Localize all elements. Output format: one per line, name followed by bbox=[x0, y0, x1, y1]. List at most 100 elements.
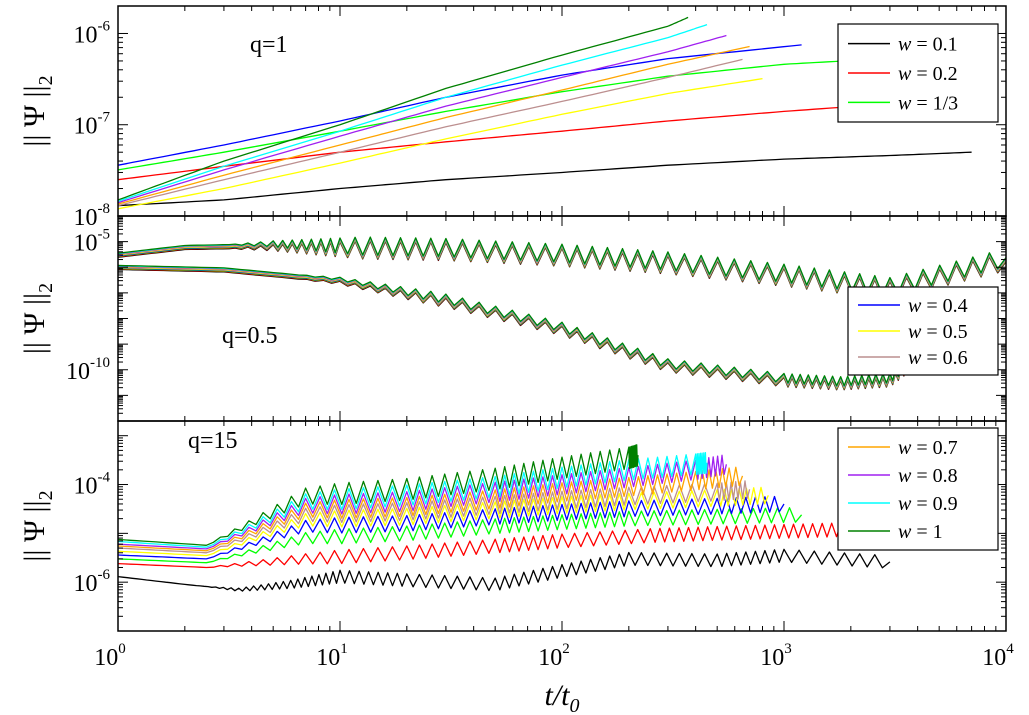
legend-val: = 0.5 bbox=[921, 321, 967, 343]
legend-label: w = 0.1 bbox=[898, 34, 958, 56]
legend-label: w = 0.2 bbox=[898, 63, 958, 85]
y-tick-exponent: -8 bbox=[98, 201, 111, 217]
y-axis-label-subscript: 2 bbox=[35, 75, 57, 85]
x-axis-label: t/t0 bbox=[544, 679, 579, 715]
panel-annotation: q=0.5 bbox=[222, 323, 278, 349]
y-tick-label: 10-6 bbox=[74, 567, 111, 597]
x-tick-label: 103 bbox=[760, 641, 792, 671]
x-tick-exponent: 3 bbox=[784, 641, 792, 657]
y-tick-label: 10-8 bbox=[74, 201, 111, 231]
x-tick-base: 10 bbox=[538, 645, 562, 671]
legend-frame bbox=[837, 427, 999, 551]
x-axis-label-text: t/t bbox=[544, 679, 570, 712]
series-line bbox=[118, 34, 727, 204]
series-line bbox=[118, 548, 891, 592]
legend-var: w bbox=[898, 521, 912, 543]
legend-label: w = 0.6 bbox=[908, 347, 968, 369]
series-line bbox=[118, 466, 744, 552]
x-tick-base: 10 bbox=[760, 645, 784, 671]
legend-label: w = 0.9 bbox=[898, 493, 958, 515]
series-line bbox=[118, 480, 751, 554]
x-tick-base: 10 bbox=[316, 645, 340, 671]
series-line bbox=[118, 264, 930, 387]
legend-val: = 1/3 bbox=[911, 92, 958, 114]
series-line bbox=[118, 58, 743, 207]
x-tick-exponent: 4 bbox=[1006, 641, 1014, 657]
legend-val: = 0.2 bbox=[911, 63, 957, 85]
x-tick-label: 101 bbox=[316, 641, 348, 671]
legend-label: w = 0.4 bbox=[908, 295, 968, 317]
legend-label: w = 0.7 bbox=[898, 437, 958, 459]
legend-val: = 0.8 bbox=[911, 465, 957, 487]
y-axis-label-text: || Ψ || bbox=[18, 500, 51, 561]
legend-val: = 0.1 bbox=[911, 34, 957, 56]
y-tick-exponent: -5 bbox=[98, 227, 111, 243]
series-line bbox=[118, 444, 639, 546]
series-line bbox=[118, 454, 728, 550]
series-line bbox=[118, 486, 769, 557]
series-line bbox=[118, 77, 763, 210]
legend-val: = 0.7 bbox=[911, 437, 957, 459]
x-tick-base: 10 bbox=[94, 645, 118, 671]
legend-val: = 1 bbox=[911, 521, 942, 543]
legend-val: = 0.9 bbox=[911, 493, 957, 515]
legend-var: w bbox=[898, 92, 912, 114]
x-axis-label-subscript: 0 bbox=[570, 695, 580, 715]
legend-var: w bbox=[898, 63, 912, 85]
panel-2: 10-510-10|| Ψ ||2q=0.5w = 0.4w = 0.5w = … bbox=[18, 215, 1007, 422]
series-line bbox=[118, 44, 802, 166]
legend-label: w = 0.8 bbox=[898, 465, 958, 487]
y-axis-label: || Ψ ||2 bbox=[18, 283, 57, 354]
y-tick-exponent: -7 bbox=[98, 110, 111, 126]
y-axis-label-subscript: 2 bbox=[35, 283, 57, 293]
y-axis-label-subscript: 2 bbox=[35, 490, 57, 500]
y-tick-base: 10 bbox=[74, 571, 98, 597]
legend: w = 0.7w = 0.8w = 0.9w = 1 bbox=[837, 427, 999, 551]
y-axis-label: || Ψ ||2 bbox=[18, 75, 57, 146]
y-tick-label: 10-7 bbox=[74, 110, 111, 140]
legend-var: w bbox=[908, 295, 922, 317]
series-line bbox=[118, 23, 708, 202]
y-tick-base: 10 bbox=[74, 231, 98, 257]
legend-val: = 0.6 bbox=[921, 347, 967, 369]
legend-var: w bbox=[898, 34, 912, 56]
y-axis-label: || Ψ ||2 bbox=[18, 490, 57, 561]
y-tick-exponent: -10 bbox=[90, 355, 110, 371]
x-tick-label: 100 bbox=[94, 641, 126, 671]
legend: w = 0.1w = 0.2w = 1/3 bbox=[837, 23, 999, 123]
x-tick-exponent: 0 bbox=[118, 641, 126, 657]
x-tick-base: 10 bbox=[982, 645, 1006, 671]
panel-1: 10-610-710-8|| Ψ ||2q=1 w = 0.1w = 0.2w =… bbox=[18, 5, 1007, 231]
panel-plot-area bbox=[118, 236, 1006, 391]
legend-var: w bbox=[898, 437, 912, 459]
series-line bbox=[118, 522, 852, 569]
legend-var: w bbox=[908, 347, 922, 369]
series-line bbox=[118, 495, 785, 560]
panel-plot-area bbox=[118, 16, 972, 210]
legend-var: w bbox=[898, 465, 912, 487]
panel-3: 10-410-6|| Ψ ||2q=15 w = 0.7w = 0.8w = 0.… bbox=[18, 420, 1007, 632]
y-tick-exponent: -6 bbox=[98, 18, 111, 34]
y-tick-exponent: -4 bbox=[98, 470, 111, 486]
y-axis-label-text: || Ψ || bbox=[18, 85, 51, 146]
series-line bbox=[118, 452, 708, 548]
legend-val: = 0.4 bbox=[921, 295, 967, 317]
series-line bbox=[118, 151, 972, 207]
y-tick-label: 10-5 bbox=[74, 227, 111, 257]
series-line bbox=[118, 507, 803, 564]
panel-plot-area bbox=[118, 444, 891, 592]
panel-annotation: q=1 bbox=[250, 32, 288, 58]
y-tick-base: 10 bbox=[74, 22, 98, 48]
y-tick-label: 10-6 bbox=[74, 18, 111, 48]
y-tick-base: 10 bbox=[74, 114, 98, 140]
series-line bbox=[118, 98, 957, 181]
x-tick-exponent: 2 bbox=[562, 641, 570, 657]
legend-label: w = 1/3 bbox=[898, 92, 958, 114]
legend-var: w bbox=[908, 321, 922, 343]
series-line bbox=[118, 236, 1006, 296]
x-tick-exponent: 1 bbox=[340, 641, 348, 657]
legend-label: w = 1 bbox=[898, 521, 943, 543]
panel-annotation: q=15 bbox=[188, 428, 238, 454]
legend-label: w = 0.5 bbox=[908, 321, 968, 343]
